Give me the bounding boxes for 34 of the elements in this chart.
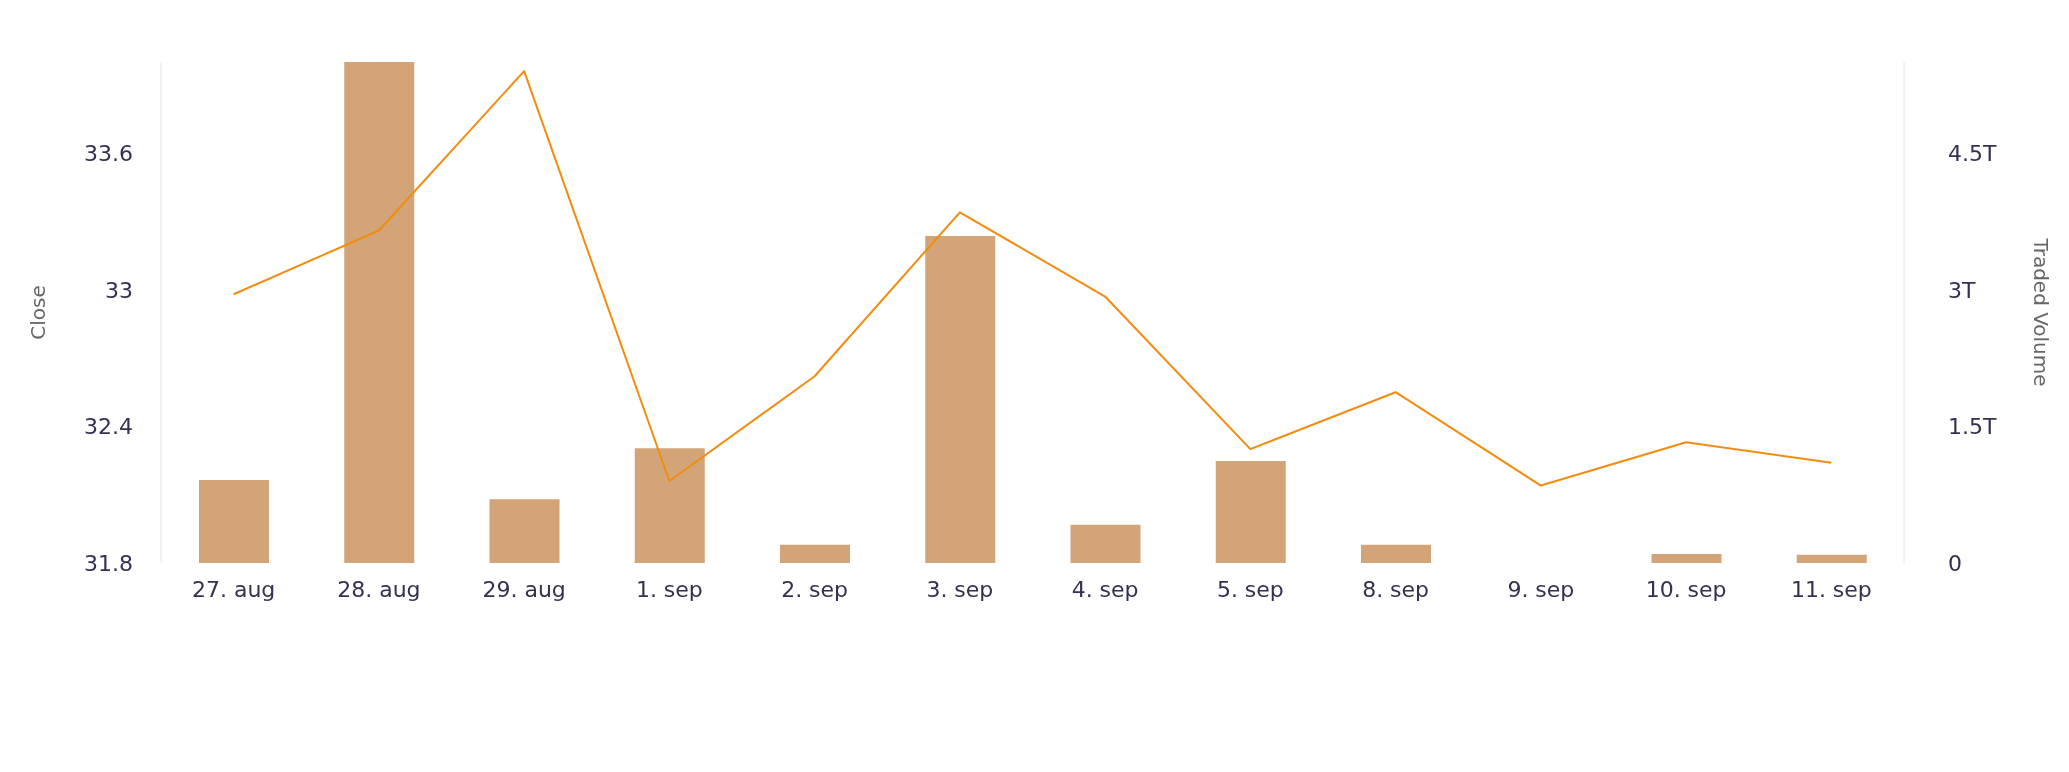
x-tick-label: 27. aug: [191, 576, 276, 602]
bar: [1070, 524, 1141, 563]
bar: [925, 235, 996, 563]
x-tick-label: 29. aug: [482, 576, 566, 602]
bar: [1796, 554, 1867, 563]
y-tick-label: 31.8: [84, 550, 133, 576]
bar: [344, 62, 415, 563]
y2-tick-label: 1.5T: [1948, 414, 1997, 440]
x-tick-label: 3. sep: [926, 576, 994, 602]
bar: [1361, 544, 1431, 563]
bar: [780, 544, 850, 563]
x-tick-label: 28. aug: [337, 576, 421, 602]
x-tick-label: 10. sep: [1645, 576, 1727, 602]
x-tick-label: 4. sep: [1071, 576, 1139, 602]
x-tick-label: 11. sep: [1790, 576, 1872, 602]
x-tick-label: 5. sep: [1216, 576, 1284, 602]
bar: [1651, 553, 1722, 563]
y2-tick-label: 3T: [1948, 277, 1976, 303]
x-tick-label: 8. sep: [1362, 576, 1430, 602]
y-tick-label: 33: [105, 277, 133, 303]
bar: [634, 448, 705, 563]
y2-tick-label: 4.5T: [1948, 140, 1997, 166]
bar: [199, 480, 269, 563]
y-tick-label: 33.6: [84, 140, 133, 166]
y-tick-label: 32.4: [84, 414, 133, 440]
line-series: [232, 70, 1833, 487]
x-tick-label: 9. sep: [1507, 576, 1575, 602]
y-axis-title: Close: [26, 285, 51, 340]
x-tick-label: 1. sep: [635, 576, 703, 602]
bar: [489, 499, 560, 563]
y2-tick-label: 0: [1948, 550, 1962, 576]
x-tick-label: 2. sep: [781, 576, 849, 602]
bar: [1215, 460, 1286, 563]
y2-axis-title: Traded Volume: [2028, 237, 2053, 387]
